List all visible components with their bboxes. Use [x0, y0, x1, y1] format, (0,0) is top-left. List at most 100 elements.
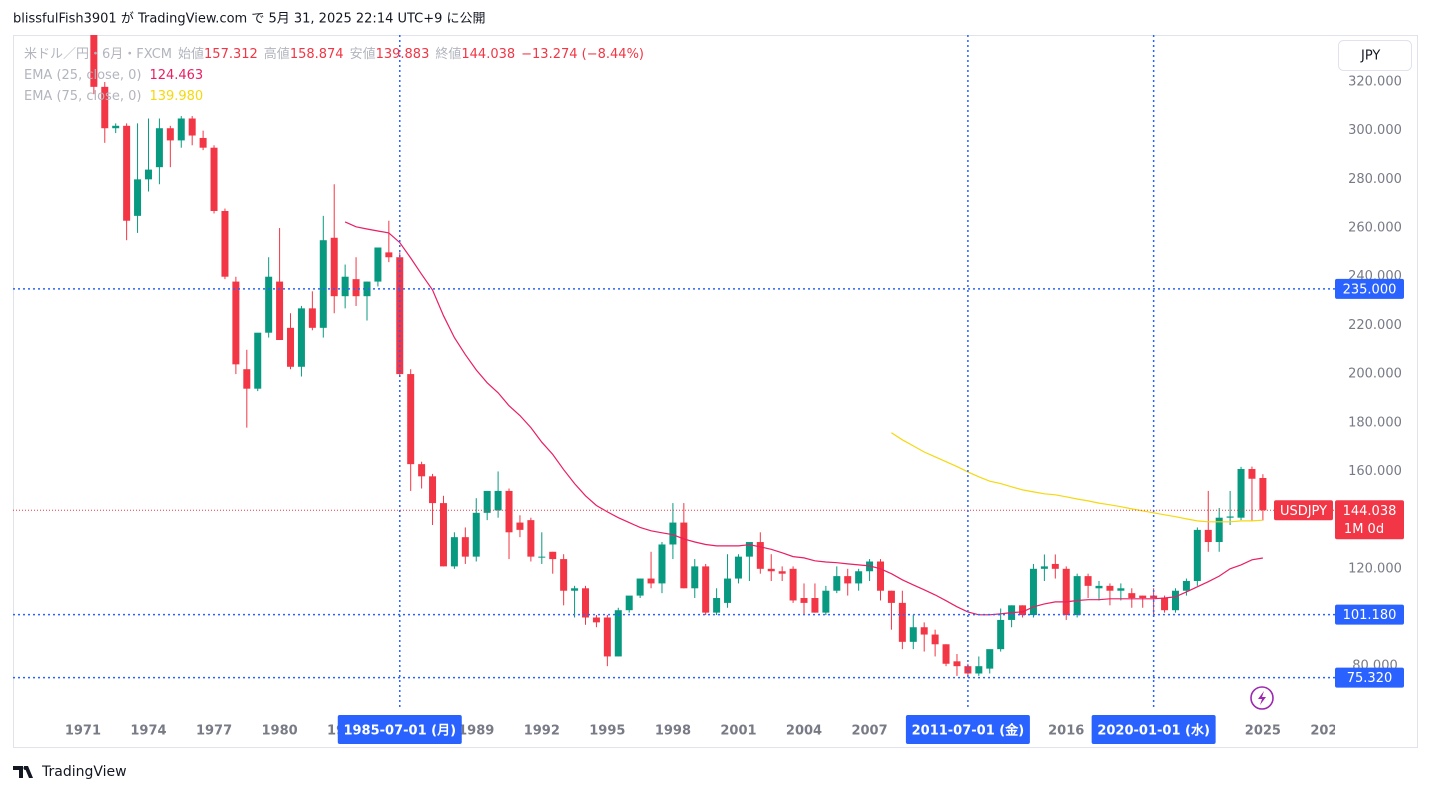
candle-body: [844, 576, 852, 584]
header: blissfulFish3901 が TradingView.com で 5月 …: [13, 12, 486, 27]
candle-body: [582, 588, 590, 618]
legend-ohlc-value: 144.038: [461, 47, 515, 62]
current-price-label: 144.038: [1343, 504, 1397, 519]
candle-body: [625, 595, 633, 611]
candle-body: [1095, 585, 1103, 589]
date-label-box: [905, 715, 1030, 744]
candle-body: [527, 520, 535, 557]
candle-body: [1226, 516, 1234, 518]
x-tick-label: 1971: [65, 724, 101, 739]
footer-brand: TradingView: [41, 764, 127, 780]
y-tick-label: 220.000: [1348, 318, 1402, 333]
candle-body: [724, 578, 732, 603]
price-label: 235.000: [1343, 282, 1397, 297]
symbol-label: USDJPY: [1280, 504, 1327, 519]
y-tick-label: 320.000: [1348, 74, 1402, 89]
candle-body: [407, 374, 415, 465]
candle-body: [1128, 593, 1136, 599]
candle-body: [1029, 568, 1037, 616]
x-tick-label: 2001: [720, 724, 756, 739]
candle-body: [199, 137, 207, 148]
candle-body: [319, 240, 327, 328]
candle-body: [1161, 598, 1169, 611]
y-tick-label: 260.000: [1348, 221, 1402, 236]
candle-body: [505, 490, 513, 533]
price-label-box: [1335, 278, 1404, 299]
candle-body: [953, 661, 961, 667]
candle-body: [418, 464, 426, 477]
legend-ohlc-label: 高値: [264, 46, 290, 62]
candle-body: [833, 576, 841, 591]
x-tick-label: 2007: [851, 724, 887, 739]
legend-ohlc-label: 終値: [435, 46, 461, 62]
candle-body: [1204, 529, 1212, 543]
candle-body: [1062, 568, 1070, 616]
candle-body: [811, 598, 819, 613]
candle-body: [516, 522, 524, 530]
price-label: 101.180: [1343, 608, 1397, 623]
candle-body: [155, 128, 163, 168]
candle-body: [964, 666, 972, 674]
candle-body: [374, 247, 382, 282]
x-tick-label: 1998: [655, 724, 691, 739]
candle-body: [986, 649, 994, 669]
x-tick-label: 2025: [1245, 724, 1281, 739]
y-tick-label: 160.000: [1348, 464, 1402, 479]
candle-body: [243, 369, 251, 389]
candle-body: [713, 598, 721, 613]
candle-body: [1139, 595, 1147, 599]
y-tick-label: 300.000: [1348, 123, 1402, 138]
candle-body: [287, 327, 295, 367]
price-label-box: [1335, 667, 1404, 688]
legend-ema75: EMA (75, close, 0) 139.980: [24, 89, 203, 104]
legend-series-value: 139.980: [149, 89, 203, 104]
candle-body: [450, 537, 458, 567]
legend-change: −13.274 (−8.44%): [521, 47, 644, 62]
candle-body: [560, 559, 568, 591]
date-label-box: [337, 715, 462, 744]
candle-body: [144, 169, 152, 180]
candle-body: [942, 644, 950, 664]
candle-body: [494, 490, 502, 511]
price-axis: 80.000100.000120.000140.000160.000180.00…: [1274, 74, 1404, 688]
candle-body: [210, 147, 218, 211]
candle-body: [90, 35, 98, 87]
candle-body: [887, 590, 895, 603]
candle-body: [1237, 469, 1245, 518]
x-tick-label: 2016: [1048, 724, 1084, 739]
overlay: 1985-07-01 (月) 2011-07-01 (金) 2020-01-01 (…: [337, 715, 1216, 744]
candle-body: [680, 522, 688, 589]
currency-button[interactable]: [1338, 40, 1412, 71]
candle-body: [1084, 576, 1092, 586]
candle-body: [232, 281, 240, 365]
candle-body: [898, 602, 906, 642]
legend-ohlc-value: 139.883: [376, 47, 430, 62]
candle-body: [1106, 585, 1114, 591]
y-tick-label: 200.000: [1348, 367, 1402, 382]
candle-body: [767, 568, 775, 572]
date-label-box: [1091, 715, 1216, 744]
legend-ohlc-label: 安値: [350, 46, 376, 62]
candle-body: [1117, 588, 1125, 591]
y-tick-label: 280.000: [1348, 172, 1402, 187]
x-tick-label: 1974: [130, 724, 166, 739]
candle-body: [1051, 563, 1059, 569]
candle-body: [691, 566, 699, 589]
candle-body: [276, 281, 284, 341]
legend-title: 米ドル／円・6月・FXCM: [24, 47, 172, 62]
candle-body: [549, 551, 557, 560]
currency-label: JPY: [1360, 49, 1380, 64]
candle-body: [1193, 529, 1201, 581]
candle-body: [308, 308, 316, 328]
candle-body: [166, 128, 174, 141]
candle-body: [385, 252, 393, 258]
price-label-box: [1335, 604, 1404, 625]
candle-body: [800, 598, 808, 603]
alert-icon[interactable]: [1250, 686, 1274, 710]
candle-body: [745, 542, 753, 557]
candle-body: [123, 125, 131, 221]
x-tick-label: 1992: [524, 724, 560, 739]
chart-frame: [13, 35, 1418, 748]
candle-body: [429, 476, 437, 504]
